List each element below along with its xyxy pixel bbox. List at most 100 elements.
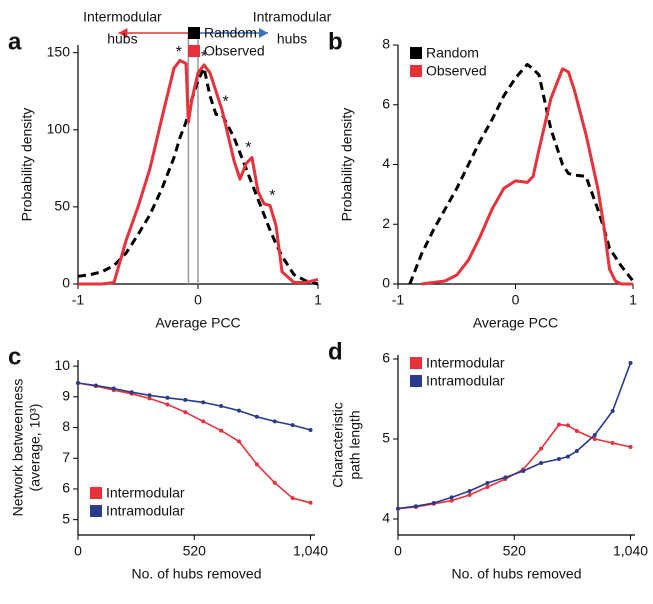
y-tick-label: 150: [47, 43, 71, 59]
y-tick-label: 2: [382, 215, 390, 231]
y-tick-label: 0: [382, 275, 390, 291]
hub-label: hubs: [107, 31, 137, 47]
data-point: [219, 404, 224, 409]
data-point: [165, 402, 170, 407]
data-point: [76, 381, 80, 386]
y-tick-label: 5: [62, 510, 70, 526]
y-tick-label: 50: [54, 198, 70, 214]
x-axis-label: Average PCC: [473, 315, 558, 331]
data-point: [183, 410, 188, 415]
data-point: [93, 383, 98, 388]
data-point: [574, 449, 579, 453]
x-axis-label: No. of hubs removed: [452, 566, 582, 582]
arrow-head: [259, 28, 268, 38]
data-point: [628, 445, 633, 449]
x-tick-label: 1,040: [293, 543, 328, 559]
data-point: [272, 419, 277, 424]
panel-label: b: [328, 28, 343, 55]
legend-label: Intermodular: [106, 485, 185, 501]
legend-label: Intramodular: [106, 503, 185, 519]
y-tick-label: 4: [382, 155, 390, 171]
y-tick-label: 4: [382, 510, 390, 526]
series-line: [421, 67, 633, 286]
x-tick-label: 1: [629, 292, 637, 308]
y-tick-label: 10: [54, 357, 70, 373]
data-point: [396, 506, 400, 511]
data-point: [219, 428, 224, 433]
legend-label: Intermodular: [426, 355, 505, 371]
data-point: [610, 441, 615, 445]
arrow-head: [118, 28, 128, 38]
legend-label: Random: [426, 45, 479, 61]
data-point: [308, 428, 313, 432]
data-point: [449, 498, 454, 503]
data-point: [556, 422, 561, 427]
series-line: [77, 382, 311, 504]
data-point: [201, 419, 206, 424]
data-point: [592, 433, 597, 437]
data-point: [556, 457, 561, 461]
legend-label: Observed: [426, 63, 487, 79]
x-tick-label: 1,040: [613, 543, 648, 559]
legend-swatch: [410, 65, 422, 77]
data-point: [290, 496, 295, 501]
x-tick-label: 0: [512, 292, 520, 308]
x-tick-label: 0: [394, 543, 402, 559]
data-point: [111, 386, 116, 391]
data-point: [272, 480, 277, 485]
data-point: [565, 423, 570, 428]
data-point: [539, 446, 544, 451]
data-point: [565, 454, 570, 459]
data-point: [147, 393, 152, 398]
x-axis-label: No. of hubs removed: [132, 566, 262, 582]
series-line: [77, 382, 311, 431]
data-point: [431, 501, 436, 505]
annotation: *: [176, 44, 182, 61]
hub-label: Intramodular: [253, 9, 332, 25]
data-point: [183, 397, 188, 402]
data-point: [467, 489, 472, 493]
data-point: [290, 423, 295, 428]
x-tick-label: 0: [194, 292, 202, 308]
series-line: [408, 62, 635, 285]
data-point: [503, 475, 508, 480]
data-point: [129, 390, 134, 395]
data-point: [236, 439, 241, 444]
legend-swatch: [188, 27, 200, 39]
data-point: [254, 462, 259, 467]
y-tick-label: 6: [382, 350, 390, 366]
x-tick-label: -1: [392, 292, 405, 308]
legend-swatch: [90, 487, 102, 499]
y-tick-label: 5: [382, 430, 390, 446]
data-point: [539, 461, 544, 465]
legend-label: Observed: [204, 43, 265, 59]
annotation: *: [201, 49, 207, 66]
data-point: [165, 395, 170, 400]
data-point: [147, 396, 152, 401]
y-axis-label: path length: [347, 410, 363, 479]
data-point: [308, 500, 313, 505]
y-tick-label: 0: [62, 275, 70, 291]
legend-swatch: [410, 47, 422, 59]
series-line: [78, 58, 319, 286]
data-point: [254, 414, 259, 419]
legend-swatch: [90, 505, 102, 517]
y-tick-label: 100: [47, 121, 71, 137]
y-tick-label: 7: [62, 449, 70, 465]
data-point: [574, 429, 579, 433]
annotation: *: [245, 140, 251, 157]
panel-label: d: [328, 338, 343, 365]
legend-swatch: [188, 45, 200, 57]
y-axis-label: (average, 10³): [27, 404, 43, 492]
data-point: [628, 361, 633, 365]
data-point: [201, 400, 206, 405]
data-point: [413, 504, 418, 509]
legend-swatch: [410, 375, 422, 387]
data-point: [449, 495, 454, 500]
hub-label: hubs: [277, 31, 307, 47]
x-axis-label: Average PCC: [155, 315, 240, 331]
hub-label: Intermodular: [83, 9, 162, 25]
panel-label: a: [8, 28, 22, 55]
legend-label: Random: [204, 25, 257, 41]
